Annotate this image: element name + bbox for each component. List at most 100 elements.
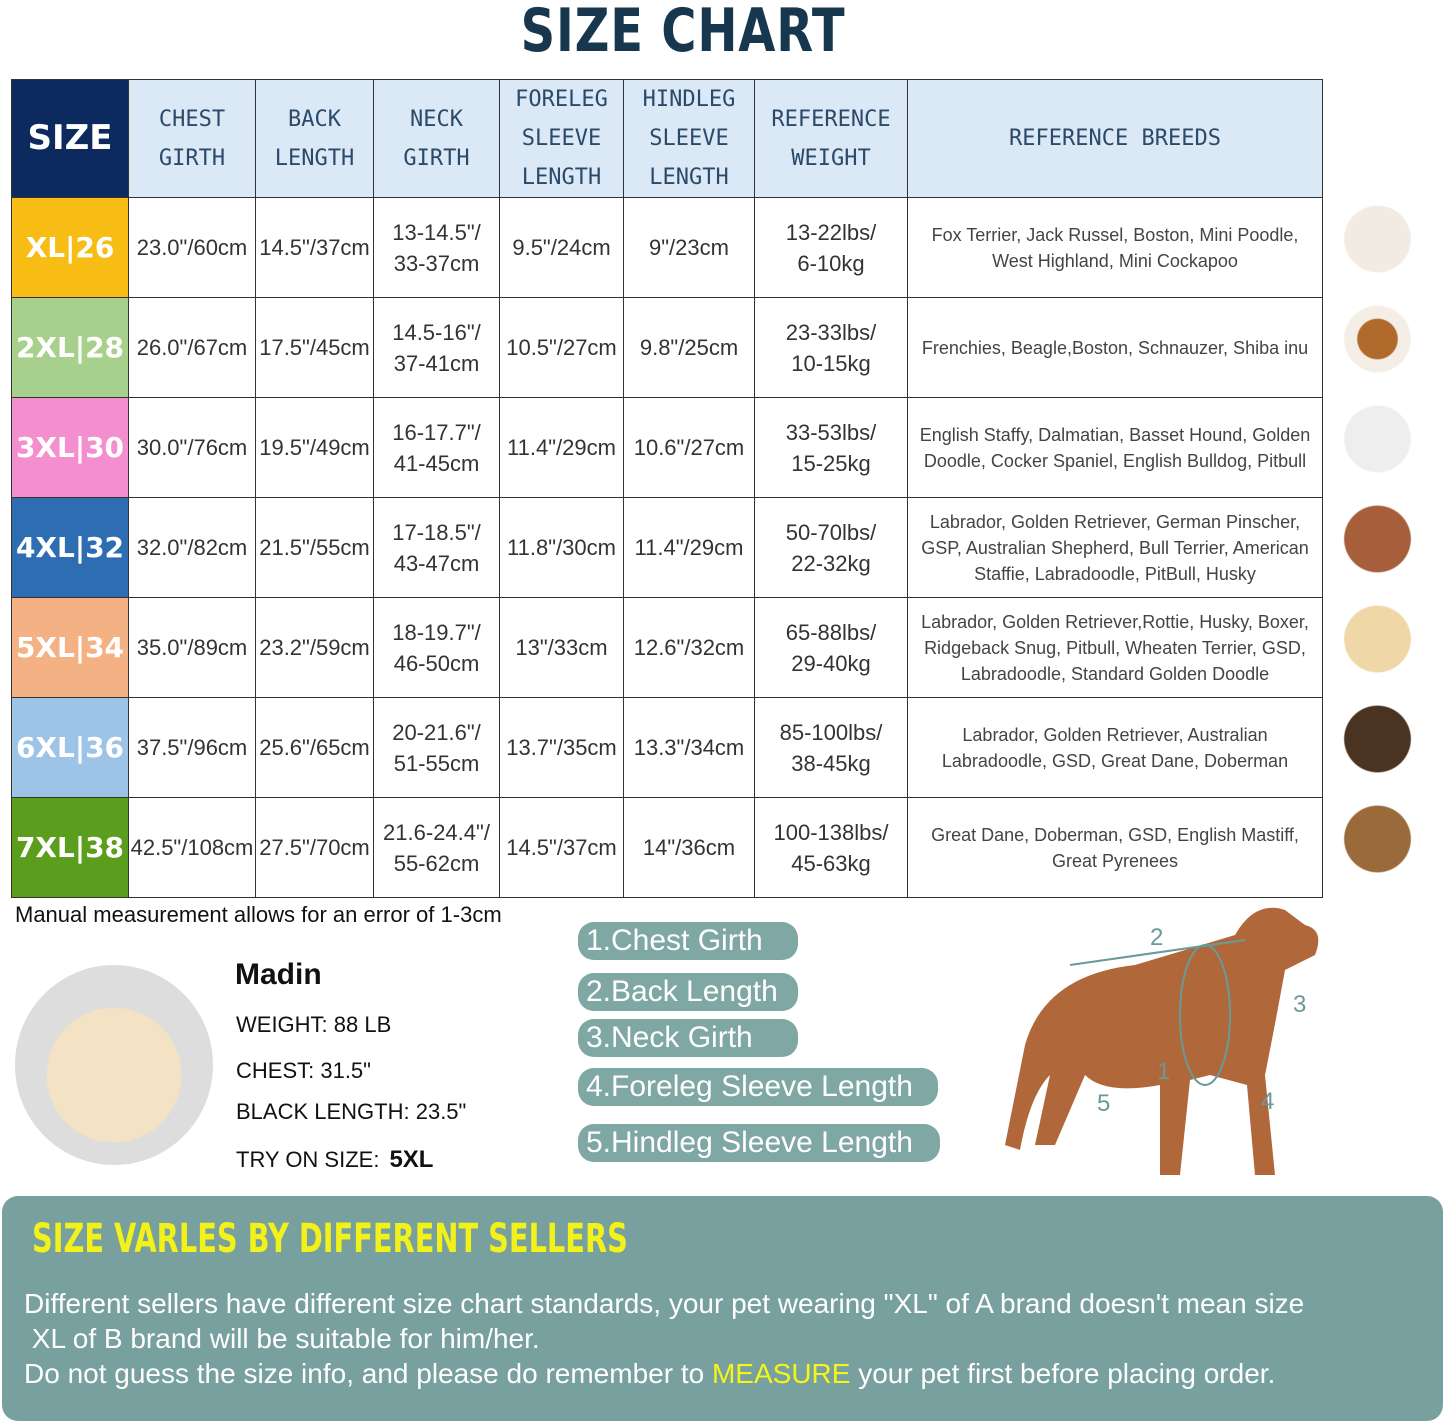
foreleg-cell: 14.5"/37cm bbox=[499, 797, 624, 898]
breeds-cell: English Staffy, Dalmatian, Basset Hound,… bbox=[907, 397, 1323, 498]
header-hindleg: HINDLEG SLEEVE LENGTH bbox=[623, 79, 755, 198]
diagram-label-4: 4 bbox=[1261, 1088, 1274, 1115]
banner-text: Different sellers have different size ch… bbox=[24, 1286, 1304, 1391]
pitbull-photo bbox=[1330, 494, 1425, 584]
example-chest: CHEST: 31.5" bbox=[236, 1058, 371, 1083]
size-cell: 4XL|32 bbox=[11, 497, 129, 598]
breeds-cell: Labrador, Golden Retriever, German Pinsc… bbox=[907, 497, 1323, 598]
terrier-photo bbox=[1330, 194, 1425, 284]
neck-cell: 20-21.6"/ 51-55cm bbox=[373, 697, 500, 798]
header-breeds: REFERENCE BREEDS bbox=[907, 79, 1323, 198]
back-cell: 19.5"/49cm bbox=[255, 397, 374, 498]
diagram-label-1: 1 bbox=[1157, 1058, 1170, 1085]
page-title: SIZE CHART bbox=[520, 0, 846, 66]
shepherd-photo bbox=[1330, 694, 1425, 784]
diagram-label-5: 5 bbox=[1097, 1090, 1110, 1117]
hindleg-cell: 9"/23cm bbox=[623, 197, 755, 298]
measure-back: 2.Back Length bbox=[578, 973, 798, 1011]
header-back: BACK LENGTH bbox=[255, 79, 374, 198]
hindleg-cell: 11.4"/29cm bbox=[623, 497, 755, 598]
chest-cell: 35.0"/89cm bbox=[128, 597, 256, 698]
breeds-cell: Labrador, Golden Retriever, Australian L… bbox=[907, 697, 1323, 798]
table-row: 4XL|32 32.0"/82cm 21.5"/55cm 17-18.5"/ 43-4… bbox=[11, 497, 1323, 598]
labrador-photo bbox=[1330, 594, 1425, 684]
size-cell: 5XL|34 bbox=[11, 597, 129, 698]
breeds-cell: Frenchies, Beagle,Boston, Schnauzer, Shi… bbox=[907, 297, 1323, 398]
try-value: 5XL bbox=[389, 1146, 434, 1173]
table-row: 2XL|28 26.0"/67cm 17.5"/45cm 14.5-16"/ 37-4… bbox=[11, 297, 1323, 398]
table-row: 7XL|38 42.5"/108cm 27.5"/70cm 21.6-24.4"/ 5… bbox=[11, 797, 1323, 898]
beagle-photo bbox=[1330, 294, 1425, 384]
diagram-label-2: 2 bbox=[1150, 924, 1163, 951]
foreleg-cell: 10.5"/27cm bbox=[499, 297, 624, 398]
size-cell: 7XL|38 bbox=[11, 797, 129, 898]
banner-line2-post: your pet first before placing order. bbox=[850, 1358, 1276, 1389]
measurement-note: Manual measurement allows for an error o… bbox=[15, 902, 502, 927]
header-size: SIZE bbox=[11, 79, 129, 198]
weight-cell: 50-70lbs/ 22-32kg bbox=[754, 497, 908, 598]
back-cell: 27.5"/70cm bbox=[255, 797, 374, 898]
hindleg-cell: 12.6"/32cm bbox=[623, 597, 755, 698]
table-row: 6XL|36 37.5"/96cm 25.6"/65cm 20-21.6"/ 51-5… bbox=[11, 697, 1323, 798]
hindleg-cell: 10.6"/27cm bbox=[623, 397, 755, 498]
size-cell: 6XL|36 bbox=[11, 697, 129, 798]
hindleg-cell: 13.3"/34cm bbox=[623, 697, 755, 798]
try-label: TRY ON SIZE: bbox=[236, 1147, 380, 1172]
table-row: 5XL|34 35.0"/89cm 23.2"/59cm 18-19.7"/ 46-5… bbox=[11, 597, 1323, 698]
example-back: BLACK LENGTH: 23.5" bbox=[236, 1099, 467, 1124]
chest-cell: 37.5"/96cm bbox=[128, 697, 256, 798]
seller-warning-banner: SIZE VARLES BY DIFFERENT SELLERS Differe… bbox=[2, 1196, 1443, 1421]
example-weight: WEIGHT: 88 LB bbox=[236, 1012, 392, 1037]
back-cell: 14.5"/37cm bbox=[255, 197, 374, 298]
header-chest: CHEST GIRTH bbox=[128, 79, 256, 198]
measure-chest: 1.Chest Girth bbox=[578, 922, 798, 960]
foreleg-cell: 11.4"/29cm bbox=[499, 397, 624, 498]
table-row: 3XL|30 30.0"/76cm 19.5"/49cm 16-17.7"/ 41-4… bbox=[11, 397, 1323, 498]
example-dog-name: Madin bbox=[235, 958, 322, 991]
labrador-portrait bbox=[15, 965, 213, 1165]
measure-hindleg: 5.Hindleg Sleeve Length bbox=[578, 1124, 940, 1162]
neck-cell: 18-19.7"/ 46-50cm bbox=[373, 597, 500, 698]
weight-cell: 100-138lbs/ 45-63kg bbox=[754, 797, 908, 898]
chest-loop bbox=[1179, 944, 1231, 1086]
hindleg-cell: 9.8"/25cm bbox=[623, 297, 755, 398]
breeds-cell: Labrador, Golden Retriever,Rottie, Husky… bbox=[907, 597, 1323, 698]
diagram-label-3: 3 bbox=[1293, 991, 1306, 1018]
header-weight: REFERENCE WEIGHT bbox=[754, 79, 908, 198]
dog-silhouette bbox=[1005, 907, 1319, 1175]
size-cell: 2XL|28 bbox=[11, 297, 129, 398]
banner-line1: Different sellers have different size ch… bbox=[24, 1288, 1305, 1354]
back-line bbox=[1069, 939, 1246, 966]
example-try-size: TRY ON SIZE: 5XL bbox=[236, 1146, 433, 1174]
measure-neck: 3.Neck Girth bbox=[578, 1019, 798, 1057]
mastiff-photo bbox=[1330, 794, 1425, 884]
dog-measurement-diagram: 2 3 1 4 5 bbox=[1005, 907, 1319, 1175]
size-cell: XL|26 bbox=[11, 197, 129, 298]
back-cell: 23.2"/59cm bbox=[255, 597, 374, 698]
foreleg-cell: 11.8"/30cm bbox=[499, 497, 624, 598]
size-cell: 3XL|30 bbox=[11, 397, 129, 498]
size-chart-table: SIZE CHEST GIRTH BACK LENGTH NECK GIRTH … bbox=[11, 79, 1323, 898]
neck-cell: 17-18.5"/ 43-47cm bbox=[373, 497, 500, 598]
neck-cell: 21.6-24.4"/ 55-62cm bbox=[373, 797, 500, 898]
header-row: SIZE CHEST GIRTH BACK LENGTH NECK GIRTH … bbox=[11, 79, 1323, 198]
header-foreleg: FORELEG SLEEVE LENGTH bbox=[499, 79, 624, 198]
chest-cell: 32.0"/82cm bbox=[128, 497, 256, 598]
neck-cell: 13-14.5"/ 33-37cm bbox=[373, 197, 500, 298]
chest-cell: 23.0"/60cm bbox=[128, 197, 256, 298]
weight-cell: 33-53lbs/ 15-25kg bbox=[754, 397, 908, 498]
chest-cell: 26.0"/67cm bbox=[128, 297, 256, 398]
neck-cell: 14.5-16"/ 37-41cm bbox=[373, 297, 500, 398]
table-row: XL|26 23.0"/60cm 14.5"/37cm 13-14.5"/ 33-37… bbox=[11, 197, 1323, 298]
banner-title: SIZE VARLES BY DIFFERENT SELLERS bbox=[32, 1216, 628, 1262]
foreleg-cell: 13.7"/35cm bbox=[499, 697, 624, 798]
breed-photos bbox=[1330, 194, 1425, 894]
back-cell: 17.5"/45cm bbox=[255, 297, 374, 398]
foreleg-cell: 9.5"/24cm bbox=[499, 197, 624, 298]
banner-line2-pre: Do not guess the size info, and please d… bbox=[24, 1358, 712, 1389]
weight-cell: 13-22lbs/ 6-10kg bbox=[754, 197, 908, 298]
chest-cell: 42.5"/108cm bbox=[128, 797, 256, 898]
back-cell: 25.6"/65cm bbox=[255, 697, 374, 798]
back-cell: 21.5"/55cm bbox=[255, 497, 374, 598]
weight-cell: 23-33lbs/ 10-15kg bbox=[754, 297, 908, 398]
